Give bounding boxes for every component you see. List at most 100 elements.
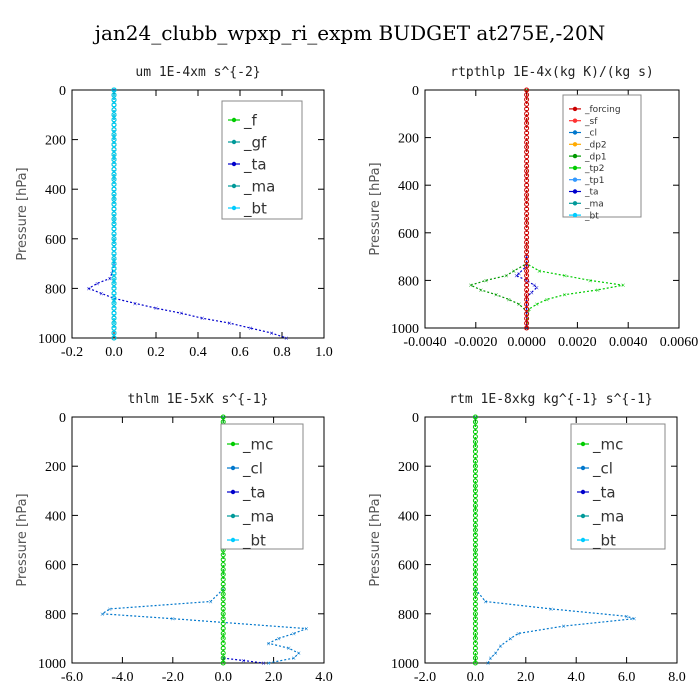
series-marker: × (512, 267, 517, 276)
legend-entry: _mc (592, 435, 623, 454)
series-marker (472, 655, 478, 661)
series-marker (472, 660, 478, 666)
series-line-cl (474, 417, 635, 664)
series-marker: × (292, 654, 297, 663)
series-marker (220, 635, 226, 641)
series-marker (220, 655, 226, 661)
legend-marker (572, 130, 578, 135)
series-marker (111, 161, 117, 167)
series-marker (524, 263, 530, 269)
series-marker (472, 439, 478, 445)
series-marker (111, 87, 117, 93)
legend-entry: _f (243, 111, 258, 130)
series-marker (472, 414, 478, 420)
legend-entry: _cl (592, 459, 613, 478)
series-marker (472, 468, 478, 474)
series-marker: × (486, 659, 491, 668)
series-line-ta (87, 90, 287, 339)
series-marker (111, 92, 117, 98)
series-marker (524, 149, 530, 155)
series-marker (111, 176, 117, 182)
series-marker: × (595, 286, 600, 295)
legend-entry: _gf (243, 133, 267, 152)
legend: _forcing _sf _cl_dp2 _dp1 _tp2 _tp1 _ta_ma _bt (562, 94, 642, 221)
series-marker (472, 498, 478, 504)
legend-entry: _bt (242, 531, 266, 550)
series-marker (524, 101, 530, 107)
legend-entry: _ta (592, 483, 616, 502)
series-marker (524, 244, 530, 250)
y-tick-label: 800 (45, 282, 66, 297)
legend-entry: _ma (584, 199, 604, 209)
series-marker (524, 196, 530, 202)
legend-marker (231, 183, 237, 189)
legend-marker (230, 441, 236, 447)
series-marker (472, 571, 478, 577)
series-marker (472, 419, 478, 425)
series-marker: × (208, 598, 213, 607)
series-marker (472, 483, 478, 489)
panel-4: rtm 1E-8xkg kg^{-1} s^{-1} Pressure [hPa]… (368, 392, 686, 685)
series-marker (524, 249, 530, 255)
y-tick-label: 400 (398, 179, 419, 194)
series-marker: × (507, 295, 512, 304)
series-line-tp2 (525, 90, 624, 329)
series-marker (111, 137, 117, 143)
series-marker: × (514, 272, 519, 281)
legend-marker (580, 465, 586, 471)
series-marker (111, 231, 117, 237)
y-tick-label: 0 (59, 411, 66, 426)
series-marker (111, 186, 117, 192)
series-marker (220, 645, 226, 651)
x-tick-label: 0.0000 (507, 335, 546, 350)
x-tick-label: -4.0 (111, 670, 133, 685)
series-marker (524, 220, 530, 226)
panel-3: thlm 1E-5xK s^{-1} Pressure [hPa] -6.0 -4.0… (15, 392, 333, 685)
x-tick-label: -0.0040 (403, 335, 446, 350)
series-marker: × (95, 279, 100, 288)
legend-entry: _tp2 (584, 164, 604, 174)
x-tick-label: 4.0 (567, 670, 585, 685)
series-marker (472, 621, 478, 627)
y-tick-label: 1000 (38, 332, 66, 347)
x-tick-label: 0.4 (189, 345, 207, 360)
series-marker: × (549, 605, 554, 614)
series-marker (524, 106, 530, 112)
series-marker (111, 246, 117, 252)
series-marker: × (494, 291, 499, 300)
series-marker (220, 650, 226, 656)
series-marker (220, 414, 226, 420)
panel-title: thlm 1E-5xK s^{-1} (128, 392, 269, 407)
series-marker (111, 181, 117, 187)
y-tick-label: 200 (398, 460, 419, 475)
x-tick-label: 0.0020 (558, 335, 597, 350)
series-marker: × (133, 299, 138, 308)
series-marker (472, 512, 478, 518)
series-marker (111, 166, 117, 172)
y-tick-label: 200 (45, 460, 66, 475)
legend-frame (220, 423, 304, 550)
series-marker (524, 230, 530, 236)
series-marker: × (276, 634, 281, 643)
series-marker: × (284, 334, 289, 343)
legend-marker (230, 489, 236, 495)
series-marker (524, 211, 530, 217)
series-marker (472, 552, 478, 558)
series-marker: × (108, 605, 113, 614)
series-marker: × (524, 253, 529, 262)
series-marker (472, 606, 478, 612)
series-marker (472, 557, 478, 563)
series-marker (472, 586, 478, 592)
series-marker (111, 285, 117, 291)
y-tick-label: 200 (45, 134, 66, 149)
legend-marker (572, 177, 578, 182)
series-marker (111, 236, 117, 242)
y-tick-label: 1000 (391, 322, 419, 337)
series-marker: × (545, 295, 550, 304)
legend-entry: _cl (584, 129, 597, 139)
series-marker (220, 616, 226, 622)
series-marker (472, 463, 478, 469)
series-marker (111, 320, 117, 326)
legend-marker (580, 441, 586, 447)
